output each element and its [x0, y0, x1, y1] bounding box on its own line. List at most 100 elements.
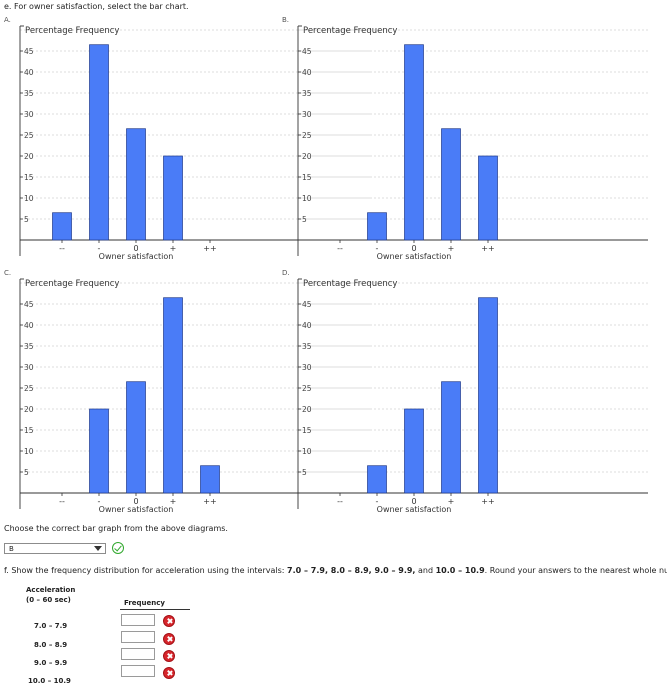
y-tick-label: 45: [302, 47, 312, 56]
choose-prompt: Choose the correct bar graph from the ab…: [4, 524, 228, 533]
x-category-label: --: [337, 244, 343, 253]
question-f-suffix: . Round your answers to the nearest whol…: [484, 566, 667, 575]
correct-check-icon: [112, 542, 124, 554]
frequency-input-3[interactable]: [121, 648, 155, 660]
y-tick-label: 20: [24, 152, 34, 161]
y-tick-label: 40: [24, 321, 34, 330]
y-tick-label: 45: [24, 300, 34, 309]
answer-select-value: B: [9, 545, 14, 553]
bar: [478, 155, 498, 241]
option-c-letter: C.: [4, 269, 12, 277]
bar: [367, 212, 387, 241]
frequency-input-1[interactable]: [121, 614, 155, 626]
y-tick-label: 5: [24, 215, 29, 224]
y-tick-label: 30: [302, 110, 312, 119]
bar-chart-option-a[interactable]: 5 10 15 20 25 30 35 40 45 Percentage Frequency -- -…: [10, 22, 380, 266]
chart-title: Percentage Frequency: [25, 279, 119, 289]
x-category-label: ++: [203, 497, 216, 506]
bar: [89, 408, 109, 494]
table-header-acceleration-line2: (0 – 60 sec): [26, 596, 71, 604]
y-tick-label: 30: [24, 363, 34, 372]
x-category-label: +: [170, 497, 177, 506]
y-tick-label: 45: [24, 47, 34, 56]
y-tick-label: 20: [302, 405, 312, 414]
frequency-input-4[interactable]: [121, 665, 155, 677]
y-tick-label: 40: [302, 321, 312, 330]
bar: [441, 128, 461, 241]
frequency-input-2[interactable]: [121, 631, 155, 643]
x-category-label: 0: [411, 497, 416, 506]
y-tick-label: 10: [24, 447, 34, 456]
bar: [478, 297, 498, 494]
y-tick-label: 25: [24, 131, 34, 140]
y-tick-label: 45: [302, 300, 312, 309]
bar-chart-option-b[interactable]: 5 10 15 20 25 30 35 40 45 Percentage Frequency -- -…: [288, 22, 658, 266]
bar: [367, 465, 387, 494]
bar: [52, 212, 72, 241]
y-tick-label: 25: [302, 131, 312, 140]
x-axis-label: Owner satisfaction: [377, 505, 452, 514]
x-category-label: 0: [133, 244, 138, 253]
x-category-label: 0: [411, 244, 416, 253]
bar: [200, 465, 220, 494]
incorrect-x-icon: [163, 650, 175, 662]
x-category-label: +: [448, 244, 455, 253]
question-f-prefix: f. Show the frequency distribution for a…: [4, 566, 288, 575]
table-header-frequency: Frequency: [124, 599, 165, 607]
x-category-label: -: [376, 497, 379, 506]
y-tick-label: 20: [302, 152, 312, 161]
table-row-interval-4: 10.0 – 10.9: [28, 677, 71, 685]
option-a-letter: A.: [4, 16, 11, 24]
y-tick-label: 5: [24, 468, 29, 477]
incorrect-x-icon: [163, 615, 175, 627]
chart-title: Percentage Frequency: [303, 26, 397, 36]
x-category-label: --: [59, 244, 65, 253]
y-tick-label: 10: [24, 194, 34, 203]
x-category-label: ++: [481, 497, 494, 506]
x-category-label: 0: [133, 497, 138, 506]
option-b-letter: B.: [282, 16, 290, 24]
bar: [89, 44, 109, 241]
y-tick-label: 35: [24, 89, 34, 98]
x-category-label: -: [98, 497, 101, 506]
y-tick-label: 15: [302, 173, 312, 182]
bar: [163, 297, 183, 494]
y-tick-label: 15: [24, 173, 34, 182]
table-row-interval-2: 8.0 – 8.9: [34, 641, 68, 649]
bar-chart-option-d[interactable]: 5 10 15 20 25 30 35 40 45 Percentage Frequency -- -…: [288, 275, 658, 519]
x-category-label: --: [59, 497, 65, 506]
bar: [126, 128, 146, 241]
bar: [404, 408, 424, 494]
y-tick-label: 20: [24, 405, 34, 414]
y-tick-label: 35: [24, 342, 34, 351]
y-tick-label: 40: [24, 68, 34, 77]
table-header-acceleration: Acceleration (0 – 60 sec): [26, 586, 75, 604]
chart-svg: 5 10 15 20 25 30 35 40 45 Percentage Frequency -- -…: [19, 25, 370, 261]
y-tick-label: 25: [302, 384, 312, 393]
y-tick-label: 10: [302, 194, 312, 203]
x-category-label: ++: [203, 244, 216, 253]
chart-title: Percentage Frequency: [25, 26, 119, 36]
bar: [163, 155, 183, 241]
table-row-interval-3: 9.0 – 9.9: [34, 659, 68, 667]
question-f-intervals: 7.0 – 7.9, 8.0 – 8.9, 9.0 – 9.9,: [287, 566, 416, 575]
chevron-down-icon: [94, 546, 102, 551]
table-header-rule: [120, 609, 190, 610]
incorrect-x-icon: [163, 633, 175, 645]
y-tick-label: 30: [302, 363, 312, 372]
y-tick-label: 35: [302, 342, 312, 351]
y-tick-label: 10: [302, 447, 312, 456]
x-axis-label: Owner satisfaction: [99, 252, 174, 261]
x-category-label: -: [376, 244, 379, 253]
question-f-and: and: [415, 566, 436, 575]
x-category-label: +: [448, 497, 455, 506]
y-tick-label: 5: [302, 215, 307, 224]
bar: [441, 381, 461, 494]
answer-select[interactable]: B: [4, 543, 106, 554]
question-e-text: e. For owner satisfaction, select the ba…: [4, 2, 189, 11]
x-category-label: --: [337, 497, 343, 506]
y-tick-label: 5: [302, 468, 307, 477]
x-axis-label: Owner satisfaction: [99, 505, 174, 514]
